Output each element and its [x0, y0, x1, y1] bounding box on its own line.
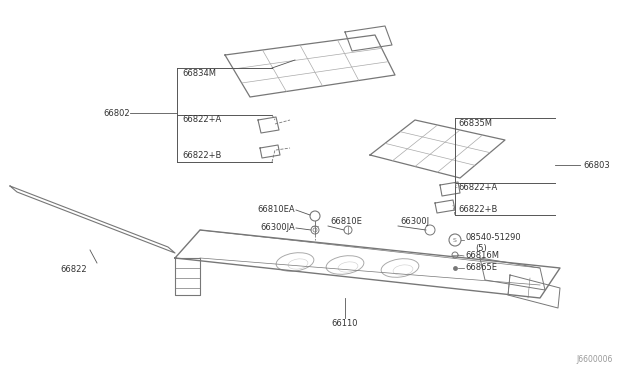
Text: 66300J: 66300J — [400, 218, 429, 227]
Text: 66816M: 66816M — [465, 251, 499, 260]
Text: 66810E: 66810E — [330, 218, 362, 227]
Text: 66822+A: 66822+A — [458, 183, 497, 192]
Text: 66803: 66803 — [583, 160, 610, 170]
Text: 66822+A: 66822+A — [182, 115, 221, 125]
Text: J6600006: J6600006 — [577, 356, 613, 365]
Text: 66822+B: 66822+B — [458, 205, 497, 215]
Text: 66834M: 66834M — [182, 68, 216, 77]
Text: S: S — [453, 237, 457, 243]
Text: 08540-51290: 08540-51290 — [465, 232, 520, 241]
Text: 66110: 66110 — [332, 318, 358, 327]
Text: 66822: 66822 — [60, 266, 86, 275]
Text: 66822+B: 66822+B — [182, 151, 221, 160]
Text: 66835M: 66835M — [458, 119, 492, 128]
Text: 66865E: 66865E — [465, 263, 497, 273]
Text: (5): (5) — [475, 244, 487, 253]
Text: 66300JA: 66300JA — [260, 224, 295, 232]
Text: 66810EA: 66810EA — [257, 205, 295, 215]
Text: 66802: 66802 — [103, 109, 130, 118]
